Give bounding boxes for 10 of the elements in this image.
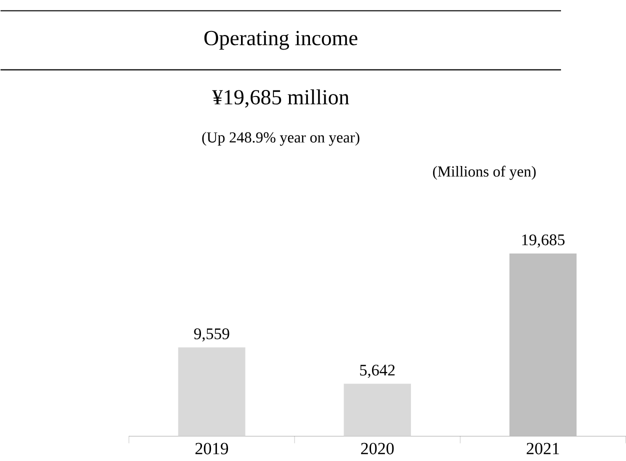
data-label: 19,685 bbox=[522, 234, 565, 248]
x-tick-label: 2020 bbox=[361, 442, 394, 454]
text: (Millions of yen) bbox=[433, 166, 536, 180]
chart-title: Operating income bbox=[204, 30, 358, 50]
x-tick-label: 2019 bbox=[195, 442, 228, 454]
text: (Up 248.9% year on year) bbox=[202, 132, 360, 146]
x-tick-label: 2021 bbox=[526, 442, 559, 454]
chart-subtitle: ¥19,685 million bbox=[212, 89, 350, 108]
data-label: 5,642 bbox=[360, 364, 395, 378]
data-label: 9,559 bbox=[194, 328, 230, 342]
